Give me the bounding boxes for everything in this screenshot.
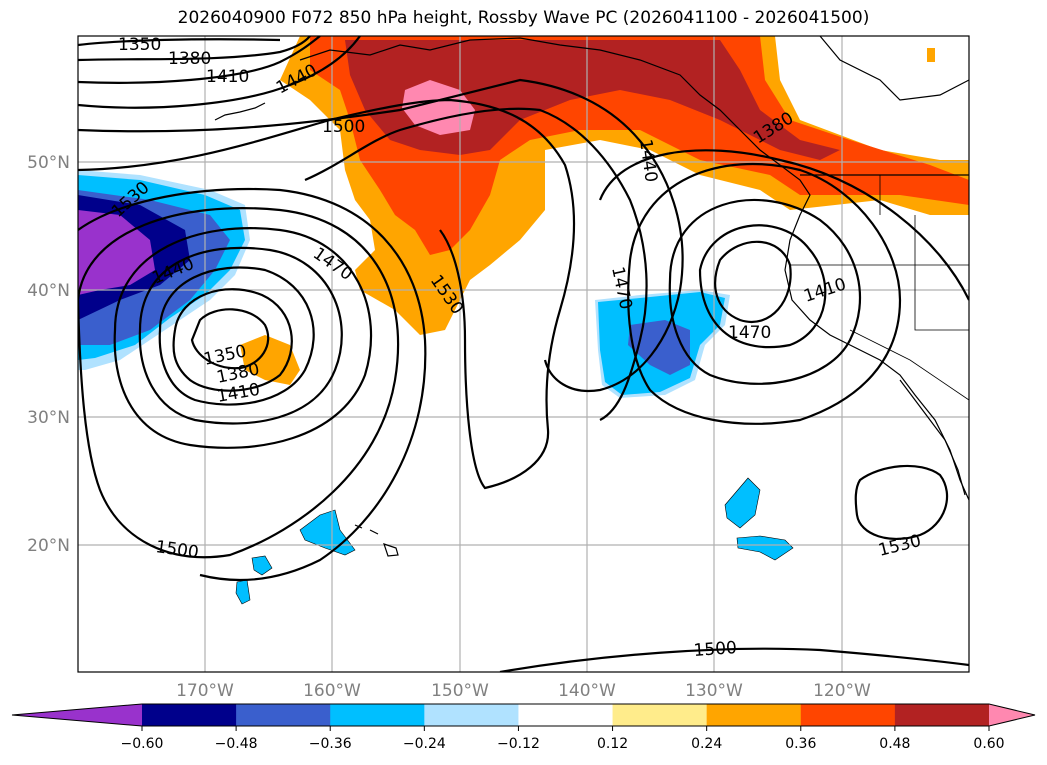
- lon-label-130w: 130°W: [685, 681, 743, 701]
- lon-label-140w: 140°W: [558, 681, 616, 701]
- colorbar-segment: [142, 704, 237, 726]
- colorbar-segment: [800, 704, 896, 726]
- colorbar-tick-label: 0.36: [785, 736, 816, 752]
- longitude-labels: 170°W 160°W 150°W 140°W 130°W 120°W: [176, 681, 871, 701]
- contour-east-1380: [714, 240, 792, 323]
- map-frame: [77, 35, 970, 673]
- colorbar-tick-label: 0.60: [973, 736, 1004, 752]
- map-title: 2026040900 F072 850 hPa height, Rossby W…: [177, 8, 870, 28]
- contour-east-1440: [668, 198, 862, 385]
- latitude-labels: 50°N 40°N 30°N 20°N: [27, 153, 70, 556]
- height-contours: [78, 36, 969, 672]
- positive-anomaly-012-fringe: [927, 48, 935, 62]
- colorbar-segment: [330, 704, 425, 726]
- contour-low-1530: [78, 187, 427, 582]
- colorbar-segment: [518, 704, 614, 726]
- lon-label-150w: 150°W: [431, 681, 489, 701]
- colorbar-tick-label: −0.48: [215, 736, 258, 752]
- colorbar-segment: [236, 704, 331, 726]
- north-america-interior: [819, 36, 969, 101]
- aleutians: [214, 102, 266, 121]
- contour-low-1350: [190, 308, 270, 370]
- negative-patch-5: [736, 535, 794, 561]
- negative-patch-3: [235, 579, 251, 605]
- contour-1410-north: [78, 36, 321, 84]
- lat-label-50n: 50°N: [27, 153, 70, 173]
- lon-label-120w: 120°W: [813, 681, 871, 701]
- contour-1380-north: [78, 36, 311, 62]
- positive-anomaly-060: [402, 80, 475, 135]
- contour-low-1380: [172, 288, 293, 392]
- contour-southeast-1530: [854, 464, 949, 540]
- contour-low-1500: [78, 207, 400, 559]
- colorbar-tick-label: 0.24: [691, 736, 722, 752]
- contour-label: 1410: [206, 67, 249, 87]
- colorbar-tick-label: −0.24: [403, 736, 446, 752]
- contour-1530-north: [78, 98, 576, 490]
- colorbar-tick-label: 0.48: [879, 736, 910, 752]
- lat-label-20n: 20°N: [27, 536, 70, 556]
- contour-label: 1500: [154, 537, 200, 563]
- negative-patch-1: [299, 509, 356, 556]
- contour-low-1440: [138, 246, 343, 425]
- contour-east-1470: [627, 162, 902, 425]
- colorbar-extend-low: [12, 704, 142, 726]
- lat-label-40n: 40°N: [27, 281, 70, 301]
- contour-east-1500: [598, 149, 969, 301]
- us-state-borders: [790, 175, 969, 401]
- contour-label: 1500: [693, 638, 738, 661]
- colorbar-segment: [894, 704, 990, 726]
- colorbar-tick-label: −0.12: [497, 736, 540, 752]
- contour-low-1470: [113, 227, 373, 449]
- negative-patch-4: [724, 477, 761, 529]
- contour-label: 1500: [322, 117, 365, 137]
- contour-label: 1380: [168, 49, 211, 69]
- contour-label: 1470: [728, 323, 771, 343]
- contour-south-1500: [499, 647, 969, 672]
- baja-peninsula: [899, 379, 966, 496]
- contour-1440-north: [78, 36, 361, 109]
- colorbar-tick-label: −0.60: [121, 736, 164, 752]
- positive-anomaly-small: [240, 335, 300, 385]
- contour-east-1410: [698, 224, 827, 349]
- negative-patch-2: [251, 555, 273, 576]
- negative-anomaly-060: [78, 210, 155, 295]
- colorbar-extend-high: [989, 704, 1035, 726]
- map-area: 1350 1380 1410 1440 1500 1530 1470 1530 …: [78, 35, 969, 672]
- lat-label-30n: 30°N: [27, 408, 70, 428]
- colorbar-tick-label: −0.36: [309, 736, 352, 752]
- contour-1500-north: [304, 107, 648, 421]
- colorbar-segment: [612, 704, 708, 726]
- negative-anomaly-east-036: [628, 320, 690, 375]
- lon-label-170w: 170°W: [176, 681, 234, 701]
- lon-label-160w: 160°W: [303, 681, 361, 701]
- contour-low-1410: [158, 266, 315, 406]
- hawaii-islands: [354, 524, 399, 557]
- colorbar: −0.60 −0.48 −0.36 −0.24 −0.12 0.12 0.24 0.36 0.4…: [11, 703, 1036, 752]
- alaska-coast: [299, 37, 969, 501]
- colorbar-tick-label: 0.12: [597, 736, 628, 752]
- contour-label: 1350: [118, 35, 161, 55]
- colorbar-segment: [424, 704, 519, 726]
- contour-1350-north: [78, 38, 281, 47]
- colorbar-segment: [706, 704, 802, 726]
- contour-label: 1530: [876, 531, 923, 561]
